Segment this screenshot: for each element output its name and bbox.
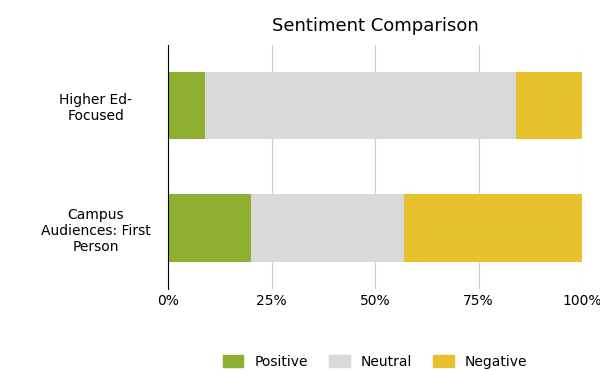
Bar	[168, 72, 205, 139]
Bar	[168, 194, 251, 262]
Legend: Positive, Neutral, Negative: Positive, Neutral, Negative	[215, 348, 535, 371]
Bar	[404, 194, 582, 262]
Bar	[516, 72, 582, 139]
Title: Sentiment Comparison: Sentiment Comparison	[272, 17, 478, 35]
Bar	[251, 194, 404, 262]
Bar	[205, 72, 516, 139]
